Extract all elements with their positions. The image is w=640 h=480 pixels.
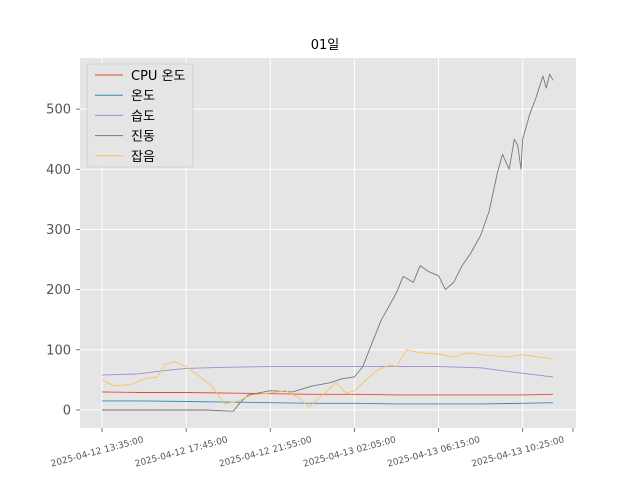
y-tick-label: 100 <box>46 343 71 358</box>
data-series <box>101 73 554 412</box>
y-tick-label: 500 <box>46 103 71 118</box>
legend-box <box>86 63 194 168</box>
legend-label: 잡음 <box>131 150 155 165</box>
legend-label: 진동 <box>131 130 155 145</box>
y-tick-label: 400 <box>46 163 71 178</box>
y-tick-label: 300 <box>46 223 71 238</box>
series-line-2 <box>102 400 554 405</box>
y-tick-label: 200 <box>46 283 71 298</box>
series-line-5 <box>101 349 554 408</box>
chart-title: 01일 <box>311 38 340 53</box>
y-tick-label: 0 <box>63 403 71 418</box>
legend-label: 습도 <box>131 109 155 124</box>
legend-label: 온도 <box>131 89 155 104</box>
legend-label: CPU 온도 <box>131 69 186 84</box>
series-line-4 <box>102 73 554 412</box>
series-line-3 <box>101 366 554 378</box>
series-line-1 <box>101 391 554 396</box>
y-axis: 0 100 200 300 400 500 <box>46 103 80 418</box>
